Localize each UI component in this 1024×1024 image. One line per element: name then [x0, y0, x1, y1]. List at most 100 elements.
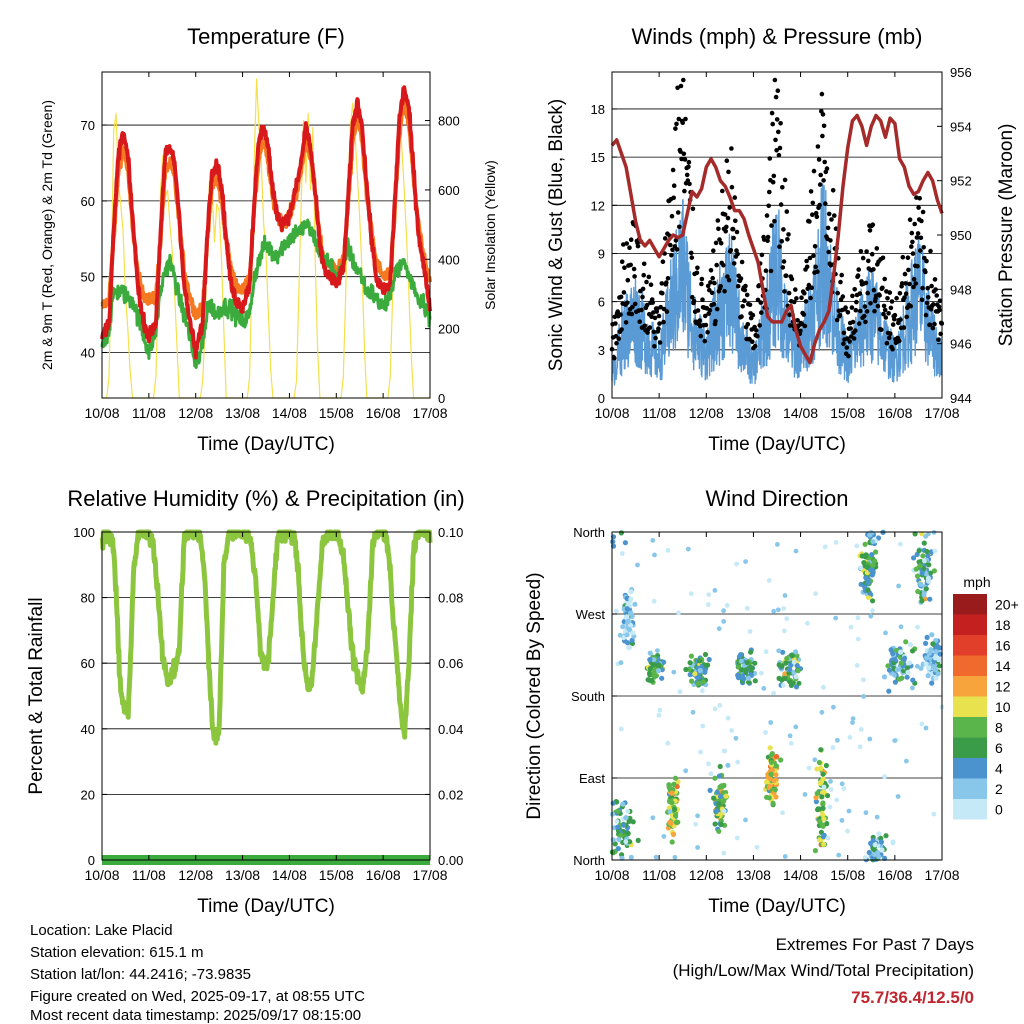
x-tick-label: 13/08 [736, 405, 771, 421]
wind-direction-point [705, 602, 711, 607]
gust-point [629, 311, 635, 317]
wind-direction-point [930, 641, 936, 647]
wind-direction-point [892, 672, 897, 678]
gust-point [856, 267, 861, 272]
gust-point [839, 272, 844, 278]
gust-point [919, 297, 925, 303]
wind-direction-point [712, 775, 718, 781]
wind-direction-point [696, 674, 702, 680]
gust-point [770, 121, 775, 127]
gust-point [682, 157, 688, 162]
legend-label: 6 [995, 740, 1003, 756]
wind-direction-point [717, 703, 723, 708]
gust-point [652, 344, 657, 349]
wind-direction-point [721, 808, 727, 814]
x-tick-label: 16/08 [366, 405, 401, 421]
y2-tick-label: 200 [438, 322, 460, 337]
gust-point [807, 219, 812, 224]
wind-direction-point [921, 540, 927, 546]
x-tick-label: 17/08 [924, 405, 959, 421]
wind-direction-point [635, 562, 640, 568]
x-tick-label: 12/08 [178, 405, 213, 421]
wind-direction-point [897, 541, 903, 547]
gust-point [884, 340, 890, 346]
gust-point [639, 307, 644, 313]
wind-direction-point [724, 603, 730, 608]
gust-point [622, 265, 627, 271]
wind-direction-point [781, 606, 786, 611]
gust-point [910, 251, 916, 256]
wind-direction-point [929, 632, 935, 638]
gust-point [738, 276, 744, 281]
wind-direction-point [869, 572, 875, 578]
wind-direction-point [782, 593, 788, 598]
wind-direction-point [835, 737, 840, 743]
wind-direction-point [917, 563, 923, 569]
wind-direction-point [935, 671, 941, 677]
wind-direction-point [858, 565, 864, 571]
gust-point [862, 313, 867, 319]
relative-humidity-line [99, 529, 433, 746]
latlon-text: Station lat/lon: 44.2416; -73.9835 [30, 966, 252, 983]
wind-direction-point [817, 837, 823, 843]
gust-point [681, 77, 686, 83]
wind-direction-point [820, 812, 826, 818]
gust-point [677, 224, 682, 230]
wind-direction-point [878, 839, 885, 845]
gust-point [612, 314, 618, 320]
gust-point [804, 264, 810, 270]
wind-direction-point [610, 837, 616, 843]
wind-direction-point [923, 661, 929, 667]
gust-point [881, 311, 886, 317]
gust-point [729, 184, 735, 190]
wind-direction-point [921, 566, 927, 572]
y-tick-label: 80 [81, 591, 95, 606]
wind-direction-point [902, 655, 908, 661]
gust-point [682, 188, 687, 194]
wind-direction-point [830, 745, 836, 750]
wind-direction-point [768, 759, 775, 766]
gust-point [841, 341, 846, 347]
wind-direction-point [780, 810, 785, 816]
wind-direction-point [823, 762, 830, 769]
gust-point [919, 218, 924, 224]
y-tick-label: 60 [81, 194, 95, 209]
wind-direction-point [926, 562, 932, 568]
wind-direction-point [854, 543, 860, 549]
y-tick-label: 40 [81, 346, 95, 361]
wind-direction-point [791, 659, 797, 665]
legend-label: 14 [995, 658, 1011, 674]
gust-point [795, 318, 800, 323]
legend-label: 16 [995, 637, 1011, 653]
gust-point [774, 117, 780, 122]
gust-point [920, 285, 925, 291]
chart-title: Relative Humidity (%) & Precipitation (i… [67, 486, 464, 511]
gust-point [872, 308, 877, 314]
wind-direction-point [685, 546, 691, 552]
gust-point [778, 121, 783, 126]
wind-direction-point [647, 650, 653, 656]
wind-direction-point [857, 744, 863, 750]
gust-point [812, 244, 818, 249]
gust-point [879, 327, 884, 333]
x-tick-label: 15/08 [830, 405, 865, 421]
gust-point [776, 129, 781, 135]
gust-point [680, 120, 685, 125]
wind-direction-point [767, 745, 773, 751]
plot-frame [101, 71, 431, 399]
gust-point [918, 248, 923, 253]
wind-direction-point [669, 800, 675, 806]
wind-direction-point [687, 660, 693, 666]
wind-direction-point [882, 774, 887, 780]
wind-direction-point [865, 564, 871, 570]
wind-direction-point [868, 613, 874, 619]
plot-frame [101, 531, 431, 861]
gust-point [664, 280, 669, 285]
legend-swatch [953, 594, 987, 615]
wind-direction-point [717, 763, 723, 770]
x-tick-label: 12/08 [689, 867, 724, 883]
x-tick-label: 11/08 [642, 867, 676, 883]
y2-tick-label: 948 [950, 282, 972, 297]
gust-point [690, 206, 696, 212]
wind-direction-point [683, 666, 689, 673]
